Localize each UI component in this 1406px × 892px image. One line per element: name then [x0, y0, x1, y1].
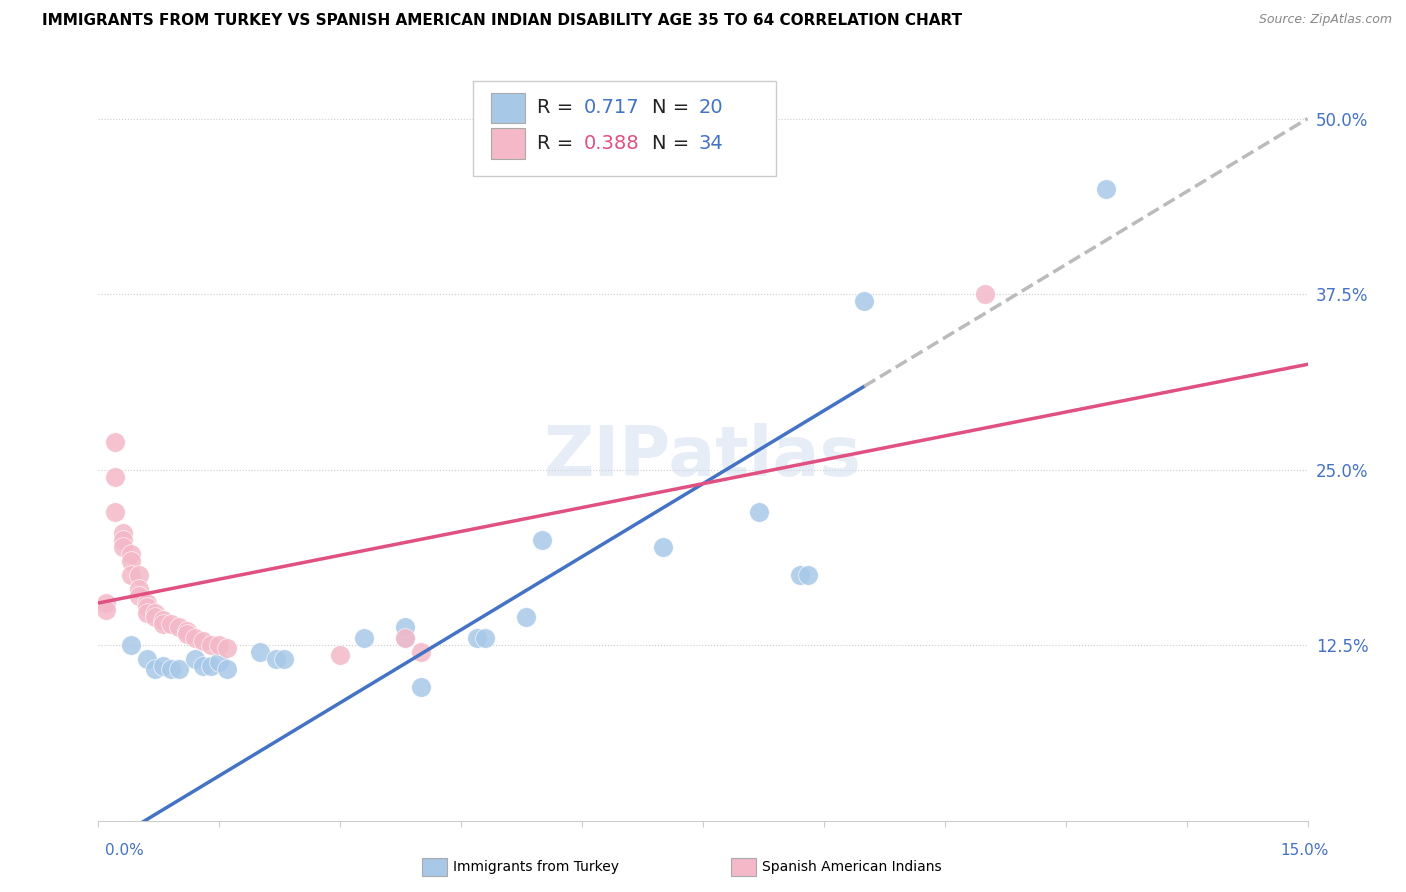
Point [120, 547, 142, 561]
Point [200, 638, 222, 652]
Point [853, 294, 876, 309]
Point [111, 525, 134, 540]
Text: 0.388: 0.388 [583, 134, 638, 153]
Point [160, 662, 183, 676]
Text: N =: N = [652, 134, 696, 153]
Text: IMMIGRANTS FROM TURKEY VS SPANISH AMERICAN INDIAN DISABILITY AGE 35 TO 64 CORREL: IMMIGRANTS FROM TURKEY VS SPANISH AMERIC… [42, 13, 962, 29]
Point [353, 631, 375, 645]
Point [409, 645, 432, 659]
Point [974, 287, 997, 301]
Point [193, 659, 215, 673]
Point [394, 631, 416, 645]
Text: ZIPatlas: ZIPatlas [544, 423, 862, 491]
Point [135, 600, 157, 615]
Point [217, 662, 239, 676]
Point [217, 640, 239, 655]
Point [143, 606, 166, 620]
Point [208, 655, 231, 669]
Point [120, 568, 142, 582]
Point [273, 652, 295, 666]
Point [143, 610, 166, 624]
Point [128, 568, 150, 582]
Text: 0.0%: 0.0% [105, 843, 145, 858]
Point [111, 540, 134, 554]
Point [167, 620, 190, 634]
Point [1095, 182, 1118, 196]
Point [135, 606, 157, 620]
Point [128, 589, 150, 603]
Text: Source: ZipAtlas.com: Source: ZipAtlas.com [1258, 13, 1392, 27]
Point [184, 631, 207, 645]
Point [329, 648, 352, 662]
Point [394, 620, 416, 634]
Point [651, 540, 673, 554]
Point [748, 505, 770, 519]
Point [103, 434, 125, 449]
Point [515, 610, 537, 624]
Point [465, 631, 488, 645]
Point [96, 596, 118, 610]
Point [200, 659, 222, 673]
Text: R =: R = [537, 98, 579, 118]
Text: Spanish American Indians: Spanish American Indians [762, 860, 942, 874]
Point [208, 638, 231, 652]
Point [120, 554, 142, 568]
Point [160, 617, 183, 632]
Text: Immigrants from Turkey: Immigrants from Turkey [453, 860, 619, 874]
Point [103, 469, 125, 483]
Point [176, 627, 198, 641]
Point [409, 680, 432, 694]
Point [797, 568, 820, 582]
Point [111, 533, 134, 547]
Point [530, 533, 553, 547]
Point [193, 634, 215, 648]
Point [184, 652, 207, 666]
Point [176, 624, 198, 639]
Point [96, 603, 118, 617]
Text: 20: 20 [699, 98, 723, 118]
Point [103, 505, 125, 519]
Point [167, 662, 190, 676]
FancyBboxPatch shape [492, 128, 526, 159]
Point [152, 617, 174, 632]
Point [789, 568, 811, 582]
Point [249, 645, 271, 659]
Point [120, 638, 142, 652]
Point [264, 652, 287, 666]
Point [128, 582, 150, 596]
Point [143, 662, 166, 676]
Point [135, 652, 157, 666]
FancyBboxPatch shape [474, 81, 776, 177]
Point [135, 596, 157, 610]
Text: 15.0%: 15.0% [1281, 843, 1329, 858]
Text: R =: R = [537, 134, 579, 153]
Point [152, 659, 174, 673]
Point [394, 631, 416, 645]
Text: 0.717: 0.717 [583, 98, 638, 118]
Point [474, 631, 496, 645]
Text: N =: N = [652, 98, 696, 118]
Text: 34: 34 [699, 134, 723, 153]
Point [152, 613, 174, 627]
FancyBboxPatch shape [492, 93, 526, 123]
